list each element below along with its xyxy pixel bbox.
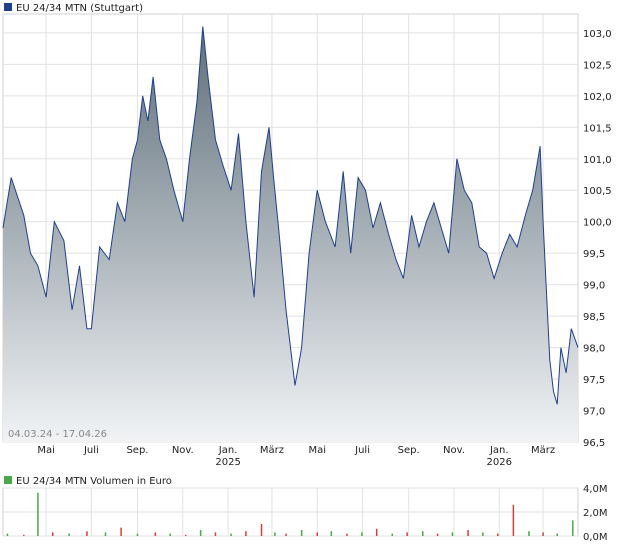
volume-bar — [346, 533, 348, 536]
price-x-tick-label: März — [260, 445, 284, 456]
legend-price-label: EU 24/34 MTN (Stuttgart) — [16, 3, 143, 14]
volume-bar — [274, 532, 276, 536]
price-y-tick-label: 101,5 — [583, 123, 612, 134]
volume-bar — [199, 530, 202, 536]
volume-y-tick-label: 4,0M — [583, 484, 608, 495]
volume-bar — [230, 533, 232, 536]
price-x-tick-label: Jan. — [489, 445, 509, 456]
volume-bar — [572, 520, 574, 536]
price-x-tick-label: Jan. — [218, 445, 238, 456]
volume-bar — [497, 533, 499, 536]
price-x-tick-label: März — [531, 445, 555, 456]
volume-y-tick-label: 0,0M — [583, 532, 608, 543]
price-y-tick-label: 102,0 — [583, 92, 612, 103]
volume-bar — [542, 532, 544, 536]
price-y-tick-label: 97,0 — [583, 407, 605, 418]
volume-bar — [245, 531, 247, 536]
volume-y-axis: 4,0M 2,0M 0,0M — [583, 484, 608, 543]
price-x-tick-label: Sep. — [126, 445, 148, 456]
price-y-tick-label: 98,0 — [583, 344, 605, 355]
volume-bar — [528, 531, 530, 536]
volume-bar — [421, 531, 424, 536]
price-x-tick-label: Nov. — [172, 445, 194, 456]
price-y-axis: 103,0 102,5 102,0 101,5 101,0 100,5 100,0 99,5 9… — [583, 29, 612, 449]
price-y-tick-label: 103,0 — [583, 29, 612, 40]
volume-bar — [214, 532, 217, 536]
volume-bar — [6, 533, 9, 536]
volume-bar — [23, 534, 25, 536]
price-x-tick-label: Sep. — [398, 445, 420, 456]
volume-bar — [104, 532, 107, 536]
volume-bar — [436, 533, 439, 536]
volume-bar — [260, 524, 263, 536]
price-y-tick-label: 99,5 — [583, 249, 605, 260]
volume-bar — [482, 532, 484, 536]
volume-bar — [136, 533, 139, 536]
price-y-tick-label: 101,0 — [583, 155, 612, 166]
volume-bar — [285, 533, 287, 536]
price-x-tick-label: Nov. — [443, 445, 465, 456]
volume-bar — [169, 533, 171, 536]
volume-bar — [391, 533, 394, 536]
price-y-tick-label: 96,5 — [583, 438, 605, 449]
volume-bar — [52, 532, 54, 536]
price-y-tick-label: 97,5 — [583, 375, 605, 386]
price-y-tick-label: 102,5 — [583, 60, 612, 71]
volume-bar — [467, 530, 469, 536]
volume-bar — [86, 531, 88, 536]
volume-bar — [154, 532, 157, 536]
volume-bar — [512, 504, 515, 536]
price-x-year-label: 2026 — [487, 457, 512, 468]
volume-bar — [120, 527, 122, 536]
price-y-tick-label: 98,5 — [583, 312, 605, 323]
legend-volume-swatch — [4, 476, 12, 484]
volume-y-tick-label: 2,0M — [583, 508, 608, 519]
volume-bar — [375, 528, 378, 536]
legend-price-swatch — [4, 3, 12, 11]
price-y-tick-label: 99,0 — [583, 281, 605, 292]
price-x-axis: Mai Juli Sep. Nov. Jan. März Mai Juli Sep. Nov. Ja… — [37, 445, 555, 468]
price-x-year-label: 2025 — [215, 457, 240, 468]
price-line — [2, 26, 579, 405]
volume-bar — [300, 530, 303, 536]
price-y-tick-label: 100,0 — [583, 218, 612, 229]
price-y-tick-label: 100,5 — [583, 186, 612, 197]
volume-bar — [556, 533, 558, 536]
volume-bar — [330, 531, 333, 536]
legend-volume-label: EU 24/34 MTN Volumen in Euro — [16, 476, 172, 487]
price-x-tick-label: Mai — [308, 445, 326, 456]
price-x-tick-label: Mai — [37, 445, 55, 456]
price-area — [3, 26, 578, 442]
volume-bar — [361, 532, 363, 536]
volume-bar — [68, 533, 70, 536]
volume-bars — [6, 492, 574, 536]
price-x-tick-label: Juli — [354, 445, 370, 456]
volume-bar — [406, 532, 408, 536]
volume-bar — [185, 534, 187, 536]
date-range: 04.03.24 - 17.04.26 — [8, 429, 107, 440]
volume-bar — [37, 492, 39, 536]
price-x-tick-label: Juli — [83, 445, 99, 456]
volume-bar — [451, 532, 454, 536]
volume-bar — [316, 532, 318, 536]
volume-grid — [3, 487, 578, 537]
